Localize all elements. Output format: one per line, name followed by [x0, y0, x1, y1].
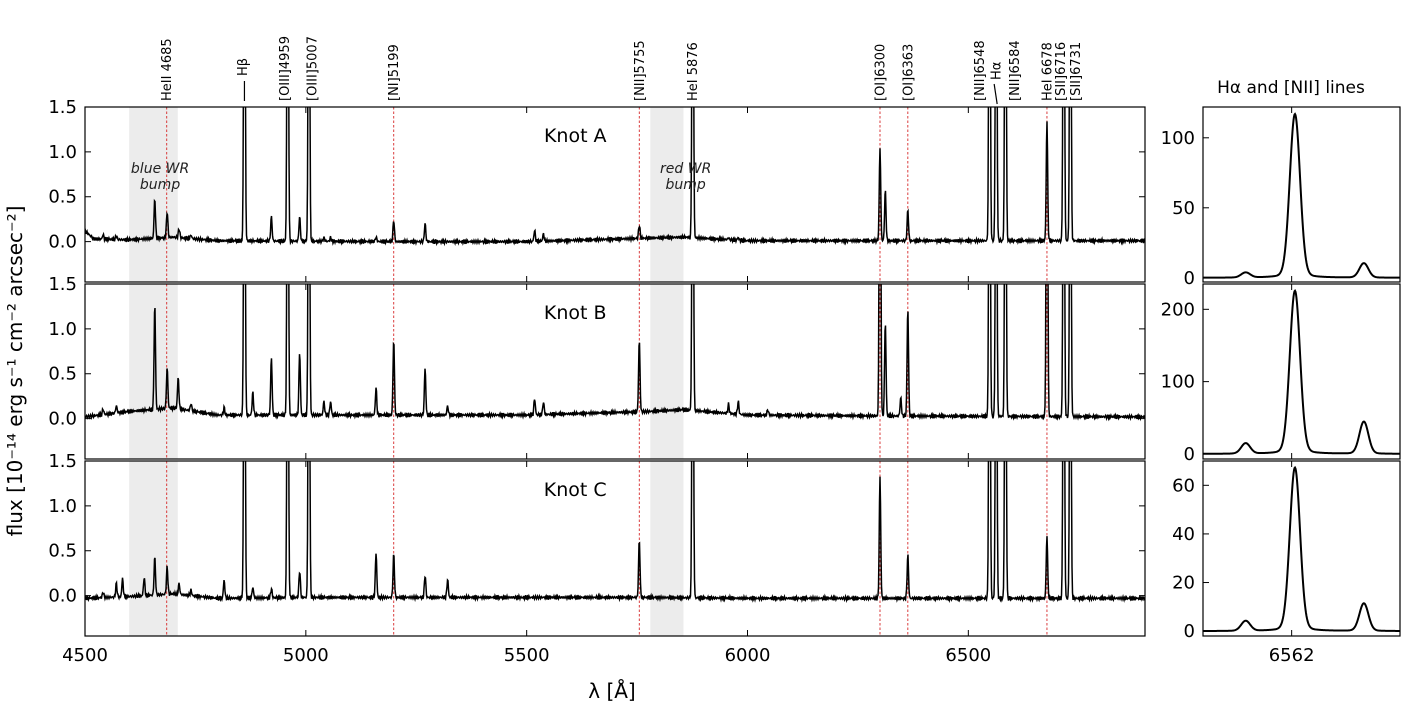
- x-tick-label: 5000: [283, 645, 329, 666]
- knot-label: Knot B: [544, 302, 607, 324]
- wr-bump-label: blue WR: [131, 161, 189, 177]
- x-tick-label: 5500: [504, 645, 550, 666]
- y-tick-label: 1.0: [48, 319, 77, 340]
- spectrum-line: [85, 461, 1145, 604]
- spectrum-line: [85, 284, 1145, 422]
- line-id-label: [OI]6363: [901, 44, 916, 101]
- halpha-profile: [1202, 112, 1400, 279]
- wr-bump-band: [129, 107, 178, 282]
- line-id-label: [SII]6731: [1069, 42, 1084, 101]
- line-id-label: Hα: [990, 62, 1005, 80]
- y-tick-label: 0.0: [48, 409, 77, 430]
- line-id-label: Hβ: [236, 58, 251, 76]
- y-tick-label: 50: [1172, 198, 1195, 219]
- x-tick-label: 4500: [62, 645, 108, 666]
- knot-label: Knot C: [544, 479, 607, 501]
- line-id-label: [NII]5755: [633, 40, 648, 101]
- y-tick-label: 0.5: [48, 541, 77, 562]
- line-id-tick: [993, 83, 998, 105]
- y-tick-label: 0.0: [48, 586, 77, 607]
- x-axis-label: λ [Å]: [588, 679, 635, 703]
- y-tick-label: 100: [1161, 372, 1195, 393]
- spectrum-line: [85, 107, 1145, 247]
- panel-frame: [1202, 460, 1401, 637]
- halpha-zoom-panel: 0 20 40 60 6562: [1172, 460, 1401, 666]
- y-tick-label: 20: [1172, 573, 1195, 594]
- y-tick-label: 0.0: [48, 232, 77, 253]
- y-tick-label: 0.5: [48, 364, 77, 385]
- halpha-profile: [1203, 288, 1400, 455]
- side-panel-title: Hα and [NII] lines: [1217, 78, 1365, 98]
- y-tick-label: 0: [1184, 268, 1195, 289]
- line-id-label: [OIII]5007: [305, 36, 320, 101]
- halpha-zoom-panel: 0 50 100: [1161, 106, 1401, 289]
- y-tick-label: 0: [1184, 444, 1195, 465]
- x-tick-label: 6562: [1269, 645, 1315, 666]
- x-tick-label: 6500: [945, 645, 991, 666]
- y-tick-label: 200: [1161, 299, 1195, 320]
- panel-frame: [84, 283, 1146, 460]
- line-id-label: [NI]5199: [387, 44, 402, 101]
- halpha-profile: [1203, 465, 1401, 632]
- y-tick-label: 100: [1161, 128, 1195, 149]
- line-identification-labels: HeII 4685 Hβ [OIII]4959 [OIII]5007 [NI]5199 […: [160, 36, 1084, 105]
- y-tick-label: 1.5: [48, 97, 77, 118]
- knot-label: Knot A: [544, 125, 607, 147]
- wr-bump-band: [129, 461, 178, 636]
- wr-bump-band: [650, 107, 684, 282]
- panel-frame: [84, 106, 1146, 283]
- y-tick-label: 40: [1172, 524, 1195, 545]
- line-id-label: HeI 6678: [1040, 42, 1055, 101]
- panel-frame: [1202, 283, 1401, 460]
- line-id-label: [NII]6548: [973, 40, 988, 101]
- y-tick-label: 1.5: [48, 274, 77, 295]
- line-id-label: HeII 4685: [160, 38, 175, 101]
- line-id-label: [NII]6584: [1008, 40, 1023, 101]
- y-tick-label: 0: [1184, 621, 1195, 642]
- y-axis-label: flux [10⁻¹⁴ erg s⁻¹ cm⁻² arcsec⁻²]: [3, 206, 27, 537]
- line-id-label: HeI 5876: [686, 42, 701, 101]
- line-id-label: [OI]6300: [874, 44, 889, 101]
- halpha-zoom-panels: 0 50 100 0 100 200 0 20 40 60 6562: [1161, 106, 1401, 666]
- spectrum-panel: 0.0 0.5 1.0 1.5 Knot C: [48, 451, 1146, 637]
- panel-frame: [84, 460, 1146, 637]
- wr-bump-band: [650, 461, 684, 636]
- line-id-label: [OIII]4959: [278, 36, 293, 101]
- wr-bump-label: red WR: [660, 161, 711, 177]
- spectrum-panel: 0.0 0.5 1.0 1.5 Knot B: [48, 274, 1146, 460]
- y-tick-label: 1.0: [48, 142, 77, 163]
- line-id-label: [SII]6716: [1054, 42, 1069, 101]
- y-tick-label: 1.5: [48, 451, 77, 472]
- halpha-zoom-panel: 0 100 200: [1161, 283, 1401, 465]
- wr-bump-label: bump: [666, 177, 706, 193]
- y-tick-label: 0.5: [48, 187, 77, 208]
- y-tick-label: 60: [1172, 475, 1195, 496]
- wr-bump-label: bump: [140, 177, 180, 193]
- x-tick-label: 6000: [725, 645, 771, 666]
- panel-frame: [1202, 106, 1401, 283]
- wr-bump-band: [650, 284, 684, 459]
- y-tick-label: 1.0: [48, 496, 77, 517]
